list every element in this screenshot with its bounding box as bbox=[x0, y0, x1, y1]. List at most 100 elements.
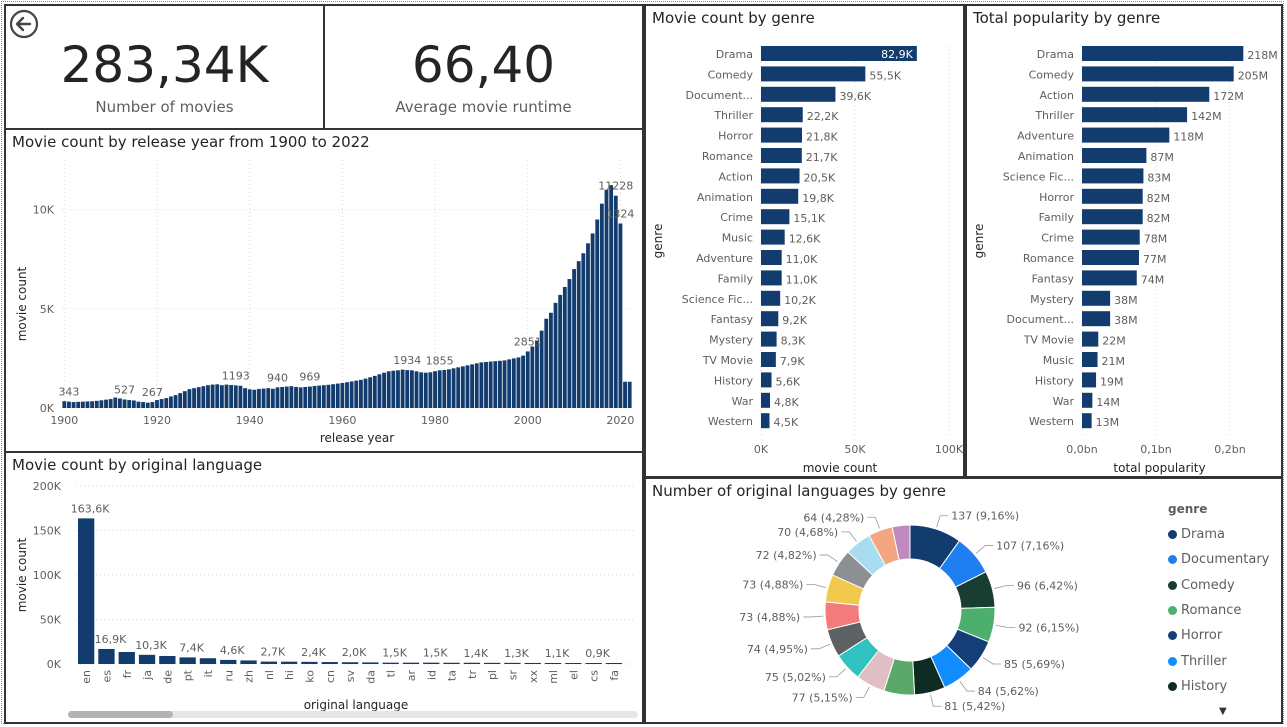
bar bbox=[131, 400, 136, 408]
data-label: 87M bbox=[1150, 151, 1174, 164]
y-tick-label: Family bbox=[1039, 211, 1075, 224]
y-tick-label: Crime bbox=[1041, 232, 1074, 245]
data-label: 1193 bbox=[222, 369, 250, 382]
bar bbox=[613, 195, 618, 408]
x-tick-label: ar bbox=[405, 670, 418, 682]
bar bbox=[391, 370, 396, 408]
bar bbox=[761, 46, 917, 61]
bar bbox=[553, 302, 558, 408]
x-tick-label: ml bbox=[547, 670, 560, 684]
bar bbox=[1082, 148, 1147, 163]
data-label: 2851 bbox=[514, 335, 542, 348]
bar bbox=[761, 250, 782, 265]
legend-item[interactable]: Horror bbox=[1168, 623, 1286, 648]
x-tick-label: xx bbox=[527, 670, 540, 684]
data-label: 74 (4,95%) bbox=[747, 643, 808, 656]
data-label: 969 bbox=[299, 371, 320, 384]
y-tick-label: Comedy bbox=[708, 68, 754, 81]
bar bbox=[182, 391, 187, 408]
bar bbox=[451, 368, 456, 408]
bar bbox=[1082, 413, 1092, 429]
bar bbox=[1082, 188, 1143, 204]
bar bbox=[599, 203, 604, 408]
x-tick-label: el bbox=[567, 670, 580, 680]
y-tick-label: 0K bbox=[40, 402, 55, 415]
bar bbox=[67, 401, 71, 408]
y-tick-label: 100K bbox=[33, 569, 62, 582]
bar bbox=[76, 401, 81, 408]
bar bbox=[562, 286, 567, 408]
legend-item[interactable]: Drama bbox=[1168, 522, 1286, 547]
bar bbox=[396, 370, 400, 408]
y-tick-label: War bbox=[732, 395, 754, 408]
leader-line bbox=[819, 554, 838, 563]
data-label: 1,5K bbox=[423, 647, 448, 660]
leader-line bbox=[867, 516, 880, 529]
bar bbox=[447, 369, 451, 408]
y-tick-label: 0K bbox=[47, 658, 62, 671]
legend-item[interactable]: Documentary bbox=[1168, 547, 1286, 572]
bar bbox=[196, 387, 201, 408]
data-label: 172M bbox=[1213, 90, 1244, 103]
data-label: 38M bbox=[1114, 314, 1138, 327]
popularity-chart: 0,0bn 0,1bn 0,2bn Drama 218M Comedy 205M Action… bbox=[972, 46, 1278, 475]
leader-line bbox=[806, 584, 827, 588]
data-label: 12,6K bbox=[789, 233, 821, 246]
bar bbox=[122, 399, 127, 408]
y-tick-label: Science Fic... bbox=[682, 293, 753, 306]
legend-label: History bbox=[1181, 678, 1228, 694]
bar bbox=[312, 385, 317, 408]
legend-item[interactable]: Romance bbox=[1168, 598, 1286, 623]
bar bbox=[168, 396, 173, 408]
bar bbox=[595, 219, 600, 408]
bar bbox=[405, 370, 410, 408]
data-label: 38M bbox=[1114, 294, 1138, 307]
bar bbox=[233, 385, 238, 408]
x-axis-title: release year bbox=[320, 431, 394, 445]
bar bbox=[488, 361, 493, 408]
legend-label: Thriller bbox=[1181, 653, 1227, 669]
y-tick-label: 10K bbox=[33, 204, 55, 217]
data-label: 81 (5,42%) bbox=[944, 700, 1005, 713]
bar bbox=[257, 388, 261, 408]
data-label: 96 (6,42%) bbox=[1017, 580, 1078, 593]
data-label: 92 (6,15%) bbox=[1018, 621, 1079, 634]
bar bbox=[62, 401, 67, 408]
bar bbox=[1082, 86, 1210, 102]
x-tick-label: pt bbox=[182, 669, 195, 681]
legend-item[interactable]: History bbox=[1168, 674, 1286, 699]
arrow-left-circle-icon[interactable] bbox=[9, 9, 39, 39]
leader-line bbox=[975, 545, 994, 554]
bar bbox=[507, 359, 512, 408]
y-tick-label: Fantasy bbox=[1032, 272, 1075, 285]
x-tick-label: 50K bbox=[844, 443, 866, 456]
bar bbox=[127, 400, 132, 408]
bar bbox=[761, 209, 790, 225]
popularity-panel: Total popularity by genre 0,0bn 0,1bn 0,2b… bbox=[965, 4, 1283, 478]
caret-down-icon[interactable]: ▼ bbox=[1219, 706, 1227, 717]
x-tick-label: 2000 bbox=[514, 414, 542, 427]
bar bbox=[590, 233, 595, 408]
bar bbox=[1082, 250, 1139, 265]
bar bbox=[1082, 311, 1111, 327]
bar bbox=[345, 382, 349, 408]
bar bbox=[525, 351, 530, 408]
bar bbox=[414, 371, 419, 408]
bar bbox=[377, 374, 382, 408]
y-tick-label: 200K bbox=[33, 480, 62, 493]
bar bbox=[155, 400, 159, 408]
leader-line bbox=[828, 668, 847, 678]
leader-line bbox=[841, 531, 857, 542]
x-tick-label: tl bbox=[385, 670, 398, 677]
bar bbox=[548, 312, 553, 408]
legend-item[interactable]: Comedy bbox=[1168, 573, 1286, 598]
bar bbox=[516, 357, 521, 408]
legend-item[interactable]: Thriller bbox=[1168, 648, 1286, 673]
bar bbox=[581, 253, 586, 408]
data-label: 22M bbox=[1102, 335, 1126, 348]
bar bbox=[78, 518, 95, 664]
scrollbar-thumb[interactable] bbox=[68, 711, 173, 718]
data-label: 2,4K bbox=[301, 646, 326, 659]
horizontal-scrollbar[interactable] bbox=[68, 711, 638, 718]
bar bbox=[544, 318, 549, 408]
